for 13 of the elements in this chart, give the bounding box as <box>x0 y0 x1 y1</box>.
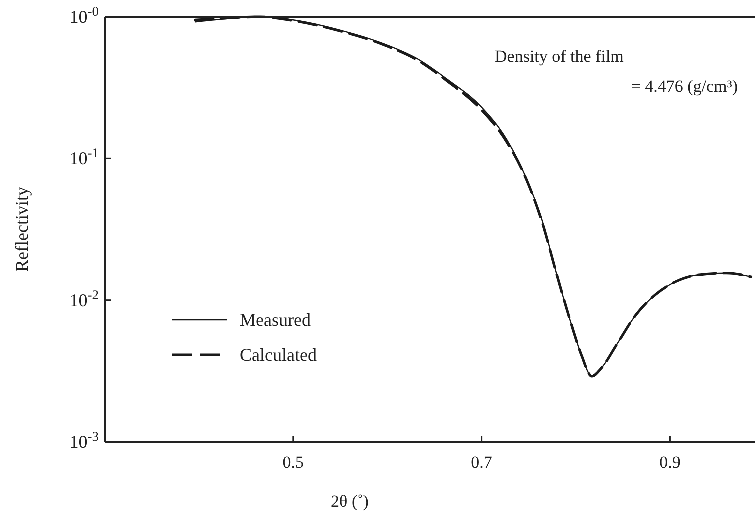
annotation: = 4.476 (g/cm³) <box>631 77 738 96</box>
y-tick-label: 10$^{-2}$ <box>70 286 99 310</box>
y-tick-label: 10$^{-0}$ <box>70 4 100 27</box>
y-axis-title: Reflectivity <box>12 187 32 272</box>
legend-label: Measured <box>240 310 311 330</box>
x-axis-title: 2θ (˚) <box>331 492 369 511</box>
y-tick-label: 10$^{-3}$ <box>70 428 100 452</box>
x-tick-label: 0.5 <box>282 453 304 472</box>
annotation: Density of the film <box>495 47 624 66</box>
legend-label: Calculated <box>240 345 317 365</box>
x-tick-label: 0.9 <box>660 453 681 472</box>
y-tick-label: 10$^{-1}$ <box>70 145 99 169</box>
x-tick-label: 0.7 <box>471 453 493 472</box>
